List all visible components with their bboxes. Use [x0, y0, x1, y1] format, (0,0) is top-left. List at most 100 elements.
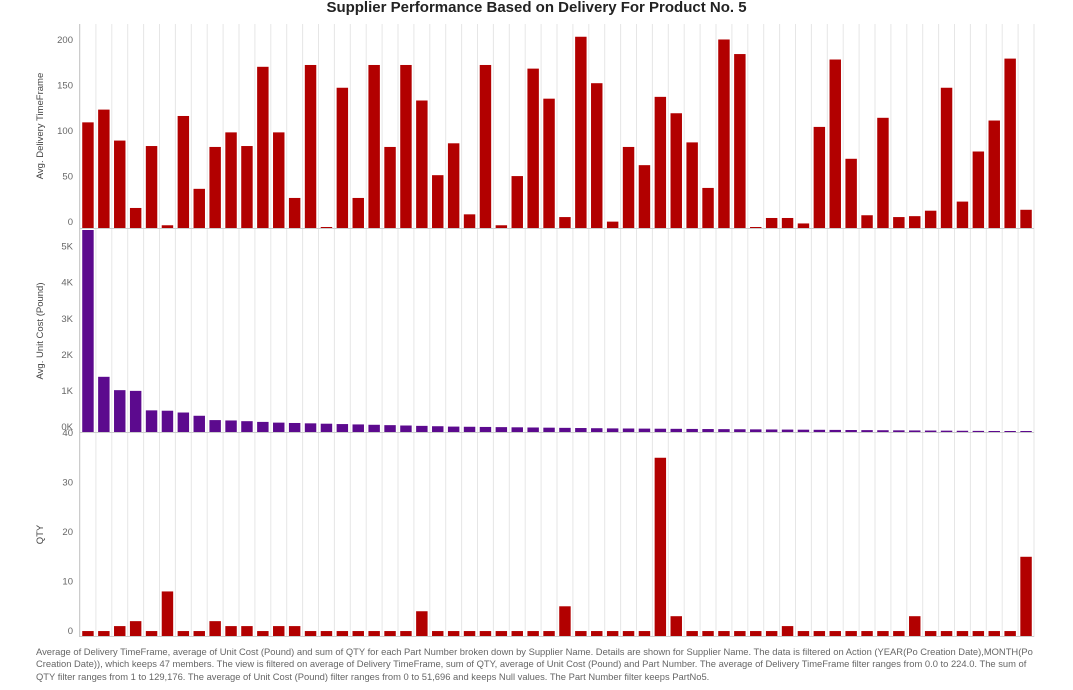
bar: [543, 98, 555, 228]
bar: [432, 175, 444, 228]
bar: [384, 631, 396, 636]
bar: [336, 631, 349, 636]
bar: [336, 424, 349, 432]
bar: [495, 631, 508, 636]
bar: [1020, 556, 1032, 636]
bar: [606, 221, 619, 228]
y-tick-label: 150: [57, 80, 73, 91]
bar: [734, 54, 746, 228]
bar: [797, 223, 810, 228]
bar: [352, 424, 364, 432]
bar: [734, 631, 746, 636]
bar: [273, 626, 285, 636]
bar: [336, 87, 349, 228]
bar: [479, 64, 492, 228]
bar: [750, 631, 762, 636]
bar: [82, 122, 94, 228]
bar: [368, 424, 380, 432]
bar: [591, 631, 603, 636]
bar: [622, 428, 635, 432]
bar: [797, 429, 810, 432]
bar: [750, 227, 762, 228]
bar: [320, 631, 333, 636]
bar: [98, 109, 110, 228]
bar: [813, 126, 826, 228]
bar: [225, 132, 237, 228]
bar: [209, 146, 221, 228]
bar: [257, 66, 269, 228]
y-tick-label: 0K: [61, 422, 73, 433]
bar: [813, 429, 826, 432]
bar: [781, 429, 794, 432]
y-tick-label: 40: [62, 428, 73, 439]
y-tick-label: 0: [68, 217, 73, 228]
bar: [829, 631, 841, 636]
bar: [638, 631, 651, 636]
bar: [575, 36, 587, 228]
bar: [1020, 431, 1032, 432]
bar: [988, 430, 1000, 432]
bar: [352, 631, 364, 636]
bar: [241, 146, 253, 228]
bar: [257, 421, 269, 432]
y-axis-title: Avg. Unit Cost (Pound): [35, 283, 46, 380]
bar: [972, 631, 985, 636]
bar: [416, 425, 428, 432]
bar: [622, 631, 635, 636]
bar: [225, 626, 237, 636]
bar: [638, 428, 651, 432]
bar: [686, 631, 698, 636]
bar: [893, 631, 905, 636]
bar: [416, 611, 428, 636]
bar: [304, 631, 317, 636]
chart-title: Supplier Performance Based on Delivery F…: [326, 0, 747, 16]
bar: [924, 430, 937, 432]
bar: [893, 430, 905, 432]
bar: [98, 376, 110, 432]
bar: [400, 64, 412, 228]
bar: [527, 631, 539, 636]
bar: [734, 429, 746, 432]
bar: [82, 230, 94, 432]
bar: [98, 631, 110, 636]
bar: [511, 176, 523, 228]
bar: [82, 631, 94, 636]
bar: [845, 430, 857, 432]
bar: [304, 423, 317, 432]
bar: [940, 631, 953, 636]
bar: [463, 214, 476, 228]
bar: [940, 87, 953, 228]
bar: [447, 426, 460, 432]
bar: [273, 132, 285, 228]
chart-caption: Average of Delivery TimeFrame, average o…: [36, 646, 1033, 682]
bar: [813, 631, 826, 636]
bar: [877, 430, 889, 432]
y-axis-title: Avg. Delivery TimeFrame: [35, 73, 46, 179]
bar: [495, 225, 508, 228]
bar: [797, 631, 810, 636]
bar: [1020, 209, 1032, 228]
bar: [416, 100, 428, 228]
bar: [781, 217, 794, 228]
bar: [432, 426, 444, 432]
y-tick-label: 2K: [61, 350, 73, 361]
bar: [145, 631, 158, 636]
bar: [972, 151, 985, 228]
bar: [384, 146, 396, 228]
bar: [765, 217, 778, 228]
bar: [750, 429, 762, 432]
bar: [622, 146, 635, 228]
bar: [893, 217, 905, 228]
bar: [432, 631, 444, 636]
bar: [511, 427, 523, 432]
y-tick-label: 1K: [61, 386, 73, 397]
bar: [829, 59, 841, 229]
bar: [924, 631, 937, 636]
y-tick-label: 0: [68, 626, 73, 637]
bar: [591, 83, 603, 228]
bar: [114, 140, 126, 228]
bar: [193, 631, 205, 636]
y-tick-label: 100: [57, 126, 73, 137]
bar: [129, 207, 142, 228]
